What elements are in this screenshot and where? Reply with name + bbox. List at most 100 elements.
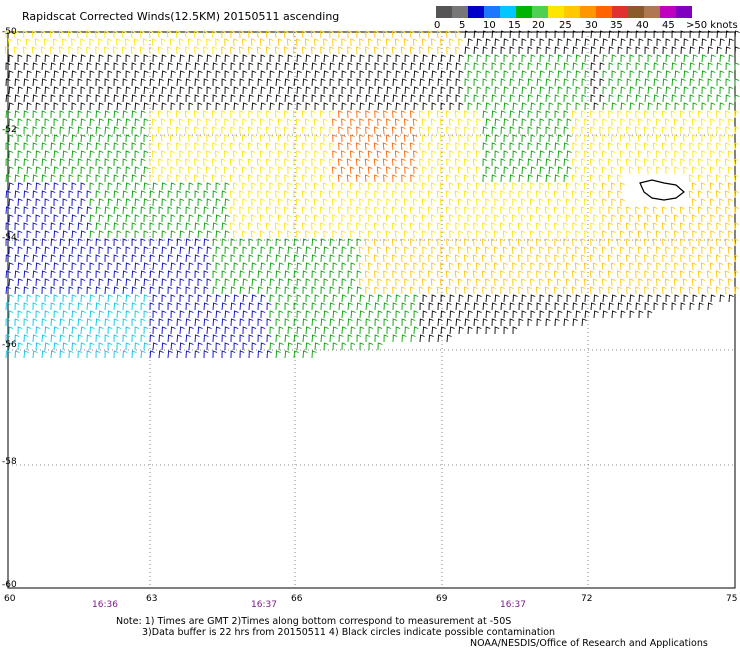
wind-barb: [706, 254, 712, 263]
wind-barb: [62, 342, 68, 351]
wind-barb: [400, 206, 406, 215]
wind-barb: [484, 246, 490, 255]
wind-barb: [185, 94, 191, 103]
wind-barb: [494, 278, 499, 287]
wind-barb: [283, 222, 289, 231]
wind-barb: [610, 166, 616, 175]
wind-barb: [512, 38, 518, 47]
wind-barb: [512, 310, 518, 319]
wind-barb: [500, 286, 505, 295]
wind-barb: [521, 38, 527, 47]
wind-barb: [284, 350, 290, 359]
wind-barb: [221, 350, 227, 359]
wind-barb: [536, 238, 541, 247]
wind-barb: [8, 182, 14, 191]
wind-barb: [464, 110, 469, 119]
wind-barb: [77, 222, 83, 231]
wind-barb: [131, 238, 137, 247]
wind-barb: [527, 254, 532, 263]
wind-barb: [392, 334, 398, 343]
wind-barb: [314, 150, 319, 159]
wind-barb: [32, 254, 38, 263]
wind-barb: [665, 54, 671, 63]
wind-barb: [503, 38, 509, 47]
wind-barb: [59, 334, 65, 343]
wind-barb: [626, 110, 631, 119]
wind-barb: [107, 38, 112, 47]
wind-barb: [257, 318, 263, 327]
wind-barb: [241, 134, 247, 143]
wind-barb: [293, 94, 299, 103]
wind-barb: [410, 62, 416, 71]
wind-barb: [68, 142, 74, 151]
wind-barb: [635, 94, 641, 103]
wind-barb: [572, 30, 578, 39]
wind-barb: [530, 262, 535, 271]
wind-barb: [104, 318, 110, 327]
wind-barb: [107, 326, 113, 335]
wind-barb: [23, 78, 29, 87]
wind-barb: [517, 206, 523, 215]
wind-barb: [572, 318, 578, 327]
wind-barb: [98, 294, 104, 303]
wind-barb: [392, 94, 398, 103]
wind-barb: [275, 318, 281, 327]
wind-barb: [179, 246, 185, 255]
wind-barb: [661, 286, 667, 295]
wind-barb: [467, 70, 473, 79]
wind-barb: [394, 38, 400, 47]
wind-barb: [437, 46, 442, 55]
wind-barb: [346, 174, 352, 183]
wind-barb: [328, 190, 334, 199]
wind-barb: [440, 38, 445, 47]
wind-barb: [563, 158, 569, 167]
wind-barb: [284, 270, 290, 279]
wind-barb: [143, 310, 149, 319]
wind-barb: [44, 198, 50, 207]
wind-barb: [556, 198, 562, 207]
wind-barb: [475, 166, 481, 175]
wind-barb: [221, 238, 227, 247]
wind-barb: [203, 62, 209, 71]
wind-barb: [152, 182, 158, 191]
wind-barb: [521, 278, 526, 287]
wind-barb: [494, 134, 500, 143]
wind-barb: [206, 118, 211, 127]
wind-barb: [59, 110, 65, 119]
wind-barb: [221, 254, 227, 263]
wind-barb: [41, 238, 47, 247]
wind-barb: [439, 198, 445, 207]
wind-barb: [626, 46, 632, 55]
wind-barb: [662, 158, 667, 167]
wind-barb: [358, 182, 364, 191]
wind-barb: [95, 30, 100, 39]
wind-barb: [512, 70, 518, 79]
wind-barb: [608, 302, 614, 311]
wind-barb: [86, 318, 92, 327]
wind-barb: [319, 190, 325, 199]
wind-barb: [418, 110, 424, 119]
wind-barb: [386, 198, 391, 207]
wind-barb: [494, 102, 500, 111]
wind-barb: [572, 238, 577, 247]
wind-barb: [311, 78, 317, 87]
wind-barb: [203, 254, 209, 263]
wind-barb: [386, 86, 392, 95]
wind-barb: [494, 166, 500, 175]
wind-barb: [611, 86, 617, 95]
wind-barb: [710, 38, 716, 47]
wind-barb: [404, 70, 410, 79]
wind-barb: [436, 110, 442, 119]
wind-barb: [673, 118, 679, 127]
wind-barb: [557, 134, 563, 143]
wind-barb: [44, 342, 50, 351]
wind-barb: [239, 206, 244, 215]
wind-barb: [268, 214, 274, 223]
wind-barb: [634, 222, 640, 231]
wind-barb: [394, 134, 400, 143]
wind-barb: [131, 206, 137, 215]
wind-barb: [715, 158, 721, 167]
wind-barb: [422, 262, 427, 271]
wind-barb: [188, 230, 194, 239]
wind-barb: [419, 174, 424, 183]
